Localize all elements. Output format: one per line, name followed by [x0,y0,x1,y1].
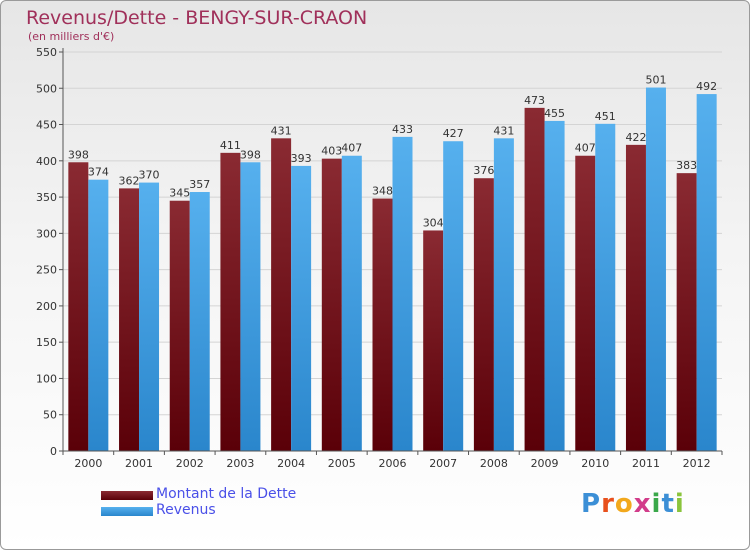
bar-dette-2008 [473,178,494,451]
bar-revenus-2012 [696,94,717,452]
bar-revenus-2008 [493,138,514,451]
xtick-label-2001: 2001 [125,457,153,470]
axes: 0 50 100 150 200 250 300 350 400 450 500 550 2000 200… [36,46,723,470]
value-label-dette-2001: 362 [119,174,140,187]
xtick-label-2002: 2002 [176,457,204,470]
proxiti-logo: Proxiti [581,489,685,519]
bar-revenus-2004 [291,165,312,451]
legend-swatch-dette [101,491,153,500]
legend-swatch-revenus [101,507,153,516]
bar-revenus-2006 [392,136,413,452]
value-label-dette-2011: 422 [625,131,646,144]
xtick-label-2000: 2000 [74,457,102,470]
value-label-dette-2005: 403 [321,145,342,158]
chart-subtitle: (en milliers d'€) [28,30,115,43]
ytick-label: 550 [36,46,57,59]
logo-letter: t [661,489,675,519]
ytick-label: 400 [36,155,57,168]
value-label-revenus-2001: 370 [139,169,160,182]
value-label-revenus-2005: 407 [341,142,362,155]
value-label-revenus-2011: 501 [645,74,666,87]
value-label-revenus-2010: 451 [595,110,616,123]
value-label-dette-2000: 398 [68,148,89,161]
bar-dette-2007 [423,230,444,451]
ytick-label: 300 [36,227,57,240]
logo-letter: o [614,489,634,519]
bar-dette-2000 [68,162,89,451]
xtick-label-2011: 2011 [632,457,660,470]
legend-label-revenus: Revenus [156,502,216,518]
bar-dette-2012 [676,173,697,451]
xtick-label-2012: 2012 [683,457,711,470]
xtick-label-2006: 2006 [379,457,407,470]
logo-letter: r [601,489,615,519]
value-label-revenus-2009: 455 [544,107,565,120]
value-label-dette-2003: 411 [220,139,241,152]
xtick-label-2003: 2003 [226,457,254,470]
ytick-label: 450 [36,119,57,132]
xtick-label-2005: 2005 [328,457,356,470]
bar-revenus-2000 [88,179,109,451]
value-label-dette-2010: 407 [575,142,596,155]
bar-revenus-2001 [139,182,160,451]
value-label-revenus-2003: 398 [240,148,261,161]
bar-dette-2006 [372,198,393,451]
value-label-dette-2007: 304 [423,216,444,229]
value-label-dette-2006: 348 [372,185,393,198]
xtick-label-2010: 2010 [581,457,609,470]
ytick-label: 250 [36,264,57,277]
bar-revenus-2011 [645,87,666,451]
xtick-label-2008: 2008 [480,457,508,470]
value-label-dette-2009: 473 [524,94,545,107]
logo-letter: i [651,489,662,519]
value-label-dette-2012: 383 [676,159,697,172]
bar-dette-2003 [220,152,241,451]
bar-dette-2011 [625,144,646,451]
bar-revenus-2010 [595,123,616,451]
bar-revenus-2009 [544,120,565,451]
ytick-label: 50 [43,409,57,422]
bar-revenus-2003 [240,162,261,451]
bar-revenus-2002 [189,192,210,451]
ytick-label: 100 [36,372,57,385]
logo-letter: x [633,489,652,519]
value-label-revenus-2012: 492 [696,80,717,93]
logo-letter: P [581,489,602,519]
xtick-label-2004: 2004 [277,457,305,470]
value-label-dette-2004: 431 [271,124,292,137]
ytick-label: 350 [36,191,57,204]
ytick-label: 200 [36,300,57,313]
value-label-revenus-2002: 357 [189,178,210,191]
value-label-revenus-2007: 427 [443,127,464,140]
bar-dette-2001 [119,188,140,452]
value-label-dette-2002: 345 [169,187,190,200]
bar-dette-2005 [321,158,342,451]
bar-dette-2004 [271,138,292,451]
bar-dette-2009 [524,107,545,452]
chart-title: Revenus/Dette - BENGY-SUR-CRAON [26,7,368,29]
value-label-revenus-2004: 393 [291,152,312,165]
value-label-revenus-2000: 374 [88,166,109,179]
ytick-label: 500 [36,82,57,95]
logo-letter: i [674,489,685,519]
xtick-label-2007: 2007 [429,457,457,470]
ytick-label: 0 [50,445,57,458]
value-label-revenus-2008: 431 [493,124,514,137]
ytick-label: 150 [36,336,57,349]
bar-dette-2010 [575,155,596,452]
value-label-dette-2008: 376 [473,164,494,177]
legend-label-dette: Montant de la Dette [156,486,297,502]
xtick-label-2009: 2009 [531,457,559,470]
bar-revenus-2007 [443,141,464,452]
bar-revenus-2005 [341,155,362,452]
bar-dette-2002 [169,200,190,451]
bars [68,87,717,452]
value-label-revenus-2006: 433 [392,123,413,136]
